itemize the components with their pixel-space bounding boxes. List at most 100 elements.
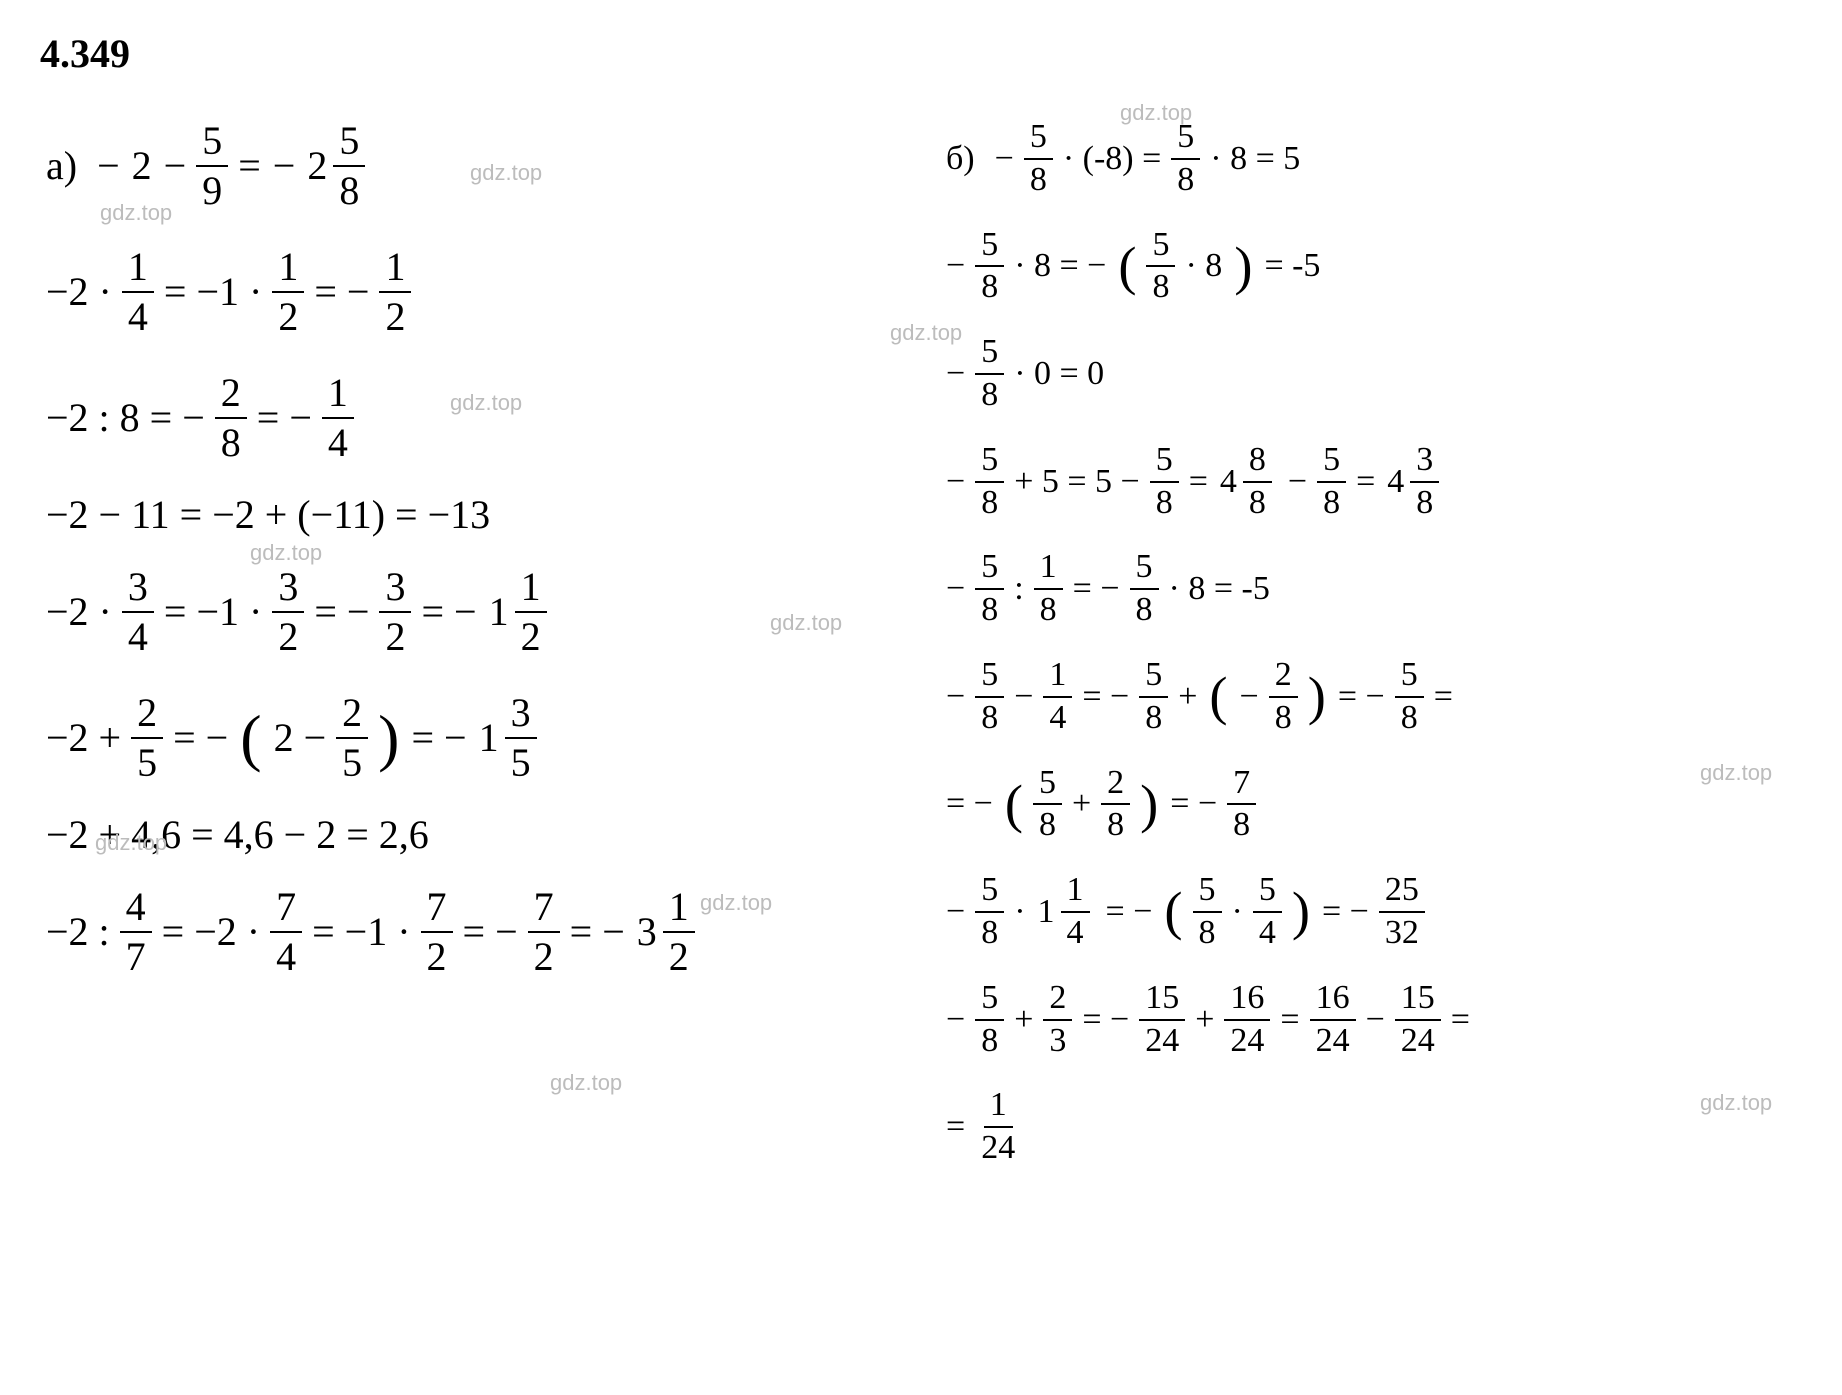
math-text: −2 + 4,6 = 4,6 − 2 = 2,6 bbox=[46, 815, 429, 855]
mixed-number: 112 bbox=[489, 563, 551, 661]
fraction: 14 bbox=[122, 243, 154, 341]
fraction: 58 bbox=[333, 117, 365, 215]
fraction: 14 bbox=[1061, 870, 1090, 954]
equation-line: −58:18= −58· 8 = -5 bbox=[940, 547, 1802, 631]
fraction: 12 bbox=[663, 883, 695, 981]
fraction: 58 bbox=[975, 547, 1004, 631]
fraction: 72 bbox=[421, 883, 453, 981]
left-paren: ( bbox=[1209, 675, 1227, 719]
fraction: 58 bbox=[1193, 870, 1222, 954]
mixed-number: 488 bbox=[1220, 440, 1276, 524]
equation-line: а)−2−59=−258 bbox=[40, 117, 860, 215]
fraction: 58 bbox=[975, 225, 1004, 309]
math-text: · 8 = 5 bbox=[1210, 142, 1300, 176]
fraction: 59 bbox=[196, 117, 228, 215]
fraction: 12 bbox=[272, 243, 304, 341]
fraction: 47 bbox=[120, 883, 152, 981]
math-text: = − bbox=[421, 592, 476, 632]
equation-line: −58+23= −1524+1624=1624−1524= bbox=[940, 978, 1802, 1062]
fraction: 58 bbox=[1139, 655, 1168, 739]
equation-line: −58+ 5 = 5 −58=488−58=438 bbox=[940, 440, 1802, 524]
mixed-number: 312 bbox=[637, 883, 699, 981]
fraction: 25 bbox=[131, 689, 163, 787]
math-text: = − bbox=[1082, 680, 1129, 714]
math-text: = bbox=[1451, 1003, 1470, 1037]
fraction: 25 bbox=[336, 689, 368, 787]
math-text: − bbox=[1240, 680, 1259, 714]
mixed-number: 258 bbox=[307, 117, 369, 215]
fraction: 58 bbox=[1171, 117, 1200, 201]
math-text: = −1 · bbox=[312, 912, 410, 952]
math-text: − bbox=[273, 146, 296, 186]
math-text: −2 · bbox=[46, 592, 112, 632]
math-text: = -5 bbox=[1264, 249, 1320, 283]
math-text: · (-8) = bbox=[1063, 142, 1161, 176]
fraction: 32 bbox=[272, 563, 304, 661]
fraction: 1524 bbox=[1395, 978, 1441, 1062]
mixed-number: 438 bbox=[1387, 440, 1443, 524]
equation-line: −58·114= −(58·54)= −2532 bbox=[940, 870, 1802, 954]
column-label: б) bbox=[946, 142, 975, 176]
right-paren: ) bbox=[378, 712, 399, 763]
math-text: = bbox=[1434, 680, 1453, 714]
mixed-number: 114 bbox=[1038, 870, 1094, 954]
fraction: 88 bbox=[1243, 440, 1272, 524]
math-text: = bbox=[946, 1110, 965, 1144]
math-text: = − bbox=[314, 272, 369, 312]
left-paren: ( bbox=[240, 712, 261, 763]
fraction: 58 bbox=[975, 978, 1004, 1062]
column-a: а)−2−59=−258−2 ·14= −1 ·12= −12−2 : 8 = … bbox=[40, 117, 860, 1193]
math-text: − bbox=[946, 357, 965, 391]
math-text: = − bbox=[314, 592, 369, 632]
math-text: − bbox=[1014, 680, 1033, 714]
equation-line: −2 − 11 = −2 + (−11) = −13 bbox=[40, 495, 860, 535]
fraction: 12 bbox=[515, 563, 547, 661]
fraction: 2532 bbox=[1379, 870, 1425, 954]
math-text: −2 : bbox=[46, 912, 110, 952]
math-text: − bbox=[995, 142, 1014, 176]
math-text: − bbox=[946, 249, 965, 283]
columns-wrapper: а)−2−59=−258−2 ·14= −1 ·12= −12−2 : 8 = … bbox=[40, 117, 1802, 1193]
math-text: − bbox=[946, 465, 965, 499]
math-text: = − bbox=[463, 912, 518, 952]
fraction: 34 bbox=[122, 563, 154, 661]
left-paren: ( bbox=[1164, 890, 1182, 934]
math-text: + bbox=[1195, 1003, 1214, 1037]
equation-line: −2 ·14= −1 ·12= −12 bbox=[40, 243, 860, 341]
math-text: = bbox=[238, 146, 261, 186]
fraction: 58 bbox=[1130, 547, 1159, 631]
fraction: 58 bbox=[975, 440, 1004, 524]
math-text: − bbox=[1288, 465, 1307, 499]
fraction: 14 bbox=[1043, 655, 1072, 739]
left-paren: ( bbox=[1005, 783, 1023, 827]
fraction: 35 bbox=[505, 689, 537, 787]
fraction: 32 bbox=[379, 563, 411, 661]
math-text: = bbox=[1280, 1003, 1299, 1037]
math-text: = bbox=[1189, 465, 1208, 499]
math-text: · bbox=[1014, 895, 1025, 929]
fraction: 58 bbox=[1033, 763, 1062, 847]
fraction: 14 bbox=[322, 369, 354, 467]
math-text: −2 + bbox=[46, 718, 121, 758]
fraction: 72 bbox=[528, 883, 560, 981]
math-text: = −1 · bbox=[164, 592, 262, 632]
fraction: 58 bbox=[975, 655, 1004, 739]
right-paren: ) bbox=[1292, 890, 1310, 934]
fraction: 28 bbox=[1101, 763, 1130, 847]
fraction: 58 bbox=[1150, 440, 1179, 524]
fraction: 58 bbox=[1317, 440, 1346, 524]
fraction: 124 bbox=[975, 1085, 1021, 1169]
math-text: 2 − bbox=[274, 718, 327, 758]
mixed-number: 135 bbox=[479, 689, 541, 787]
equation-line: −2 ·34= −1 ·32= −32= −112 bbox=[40, 563, 860, 661]
fraction: 58 bbox=[975, 332, 1004, 416]
math-text: = − bbox=[946, 787, 993, 821]
math-text: · 8 bbox=[1185, 249, 1222, 283]
math-text: · 8 = − bbox=[1014, 249, 1106, 283]
math-text: + bbox=[1178, 680, 1197, 714]
equation-line: −58· 8 = −(58· 8)= -5 bbox=[940, 225, 1802, 309]
math-text: = bbox=[1356, 465, 1375, 499]
math-text: = − bbox=[173, 718, 228, 758]
fraction: 58 bbox=[1395, 655, 1424, 739]
right-paren: ) bbox=[1234, 245, 1252, 289]
